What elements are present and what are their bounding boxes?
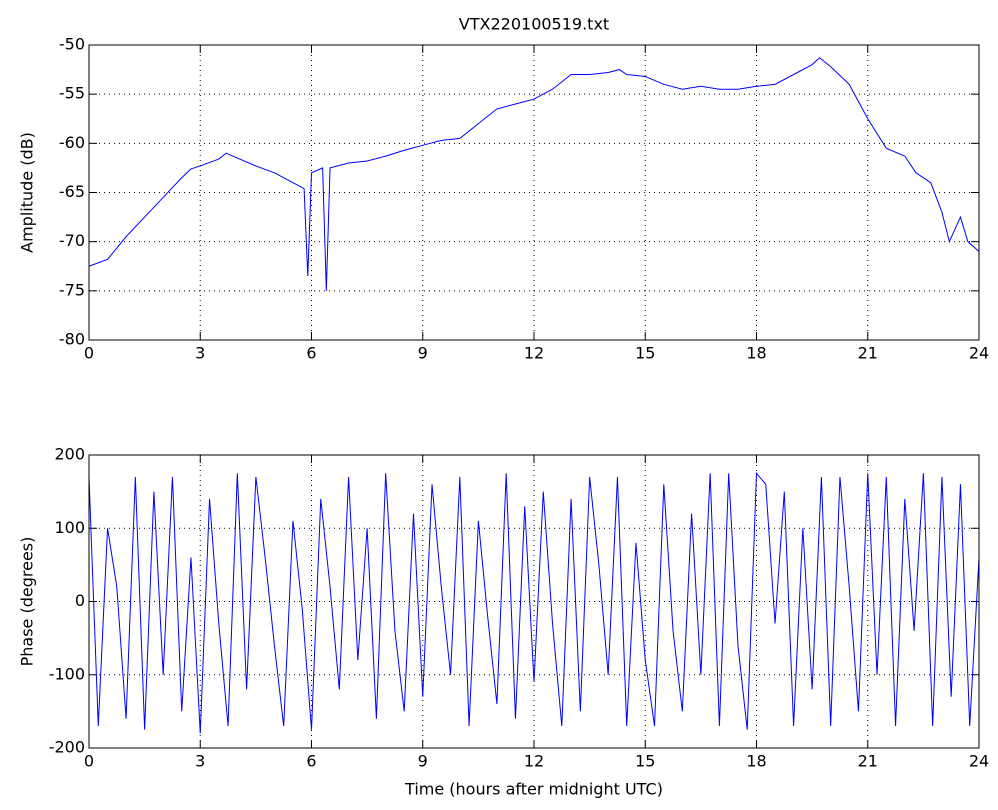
y-tick-label: -55 [59, 84, 85, 103]
data-line [88, 57, 980, 291]
y-tick-label: 100 [54, 518, 85, 537]
y-tick-label: -65 [59, 182, 85, 201]
y-tick-label: -70 [59, 231, 85, 250]
y-tick-label: -200 [49, 738, 85, 757]
x-tick-label: 3 [195, 344, 205, 363]
x-axis-label: Time (hours after midnight UTC) [404, 780, 663, 799]
y-tick-label: -75 [59, 280, 85, 299]
x-tick-label: 18 [746, 344, 766, 363]
x-tick-label: 9 [418, 344, 428, 363]
plot-frame [88, 454, 980, 749]
y-tick-label: -60 [59, 133, 85, 152]
x-tick-label: 21 [858, 752, 878, 771]
y-tick-label: 200 [54, 445, 85, 464]
x-tick-label: 3 [195, 752, 205, 771]
x-tick-label: 15 [635, 752, 655, 771]
y-tick-label: -50 [59, 35, 85, 54]
x-tick-label: 12 [524, 344, 544, 363]
x-tick-label: 24 [969, 344, 989, 363]
y-axis-label: Phase (degrees) [18, 537, 37, 667]
plot-frame [88, 44, 980, 341]
data-line [88, 471, 980, 734]
x-tick-label: 6 [306, 344, 316, 363]
x-tick-label: 18 [746, 752, 766, 771]
x-tick-label: 21 [858, 344, 878, 363]
x-tick-label: 9 [418, 752, 428, 771]
x-tick-label: 6 [306, 752, 316, 771]
x-tick-label: 15 [635, 344, 655, 363]
y-tick-label: -80 [59, 330, 85, 349]
y-tick-label: 0 [75, 591, 85, 610]
x-tick-label: 12 [524, 752, 544, 771]
x-tick-label: 0 [84, 752, 94, 771]
x-tick-label: 24 [969, 752, 989, 771]
chart-title: VTX220100519.txt [459, 15, 609, 34]
x-tick-label: 0 [84, 344, 94, 363]
y-axis-label: Amplitude (dB) [18, 132, 37, 253]
y-tick-label: -100 [49, 664, 85, 683]
